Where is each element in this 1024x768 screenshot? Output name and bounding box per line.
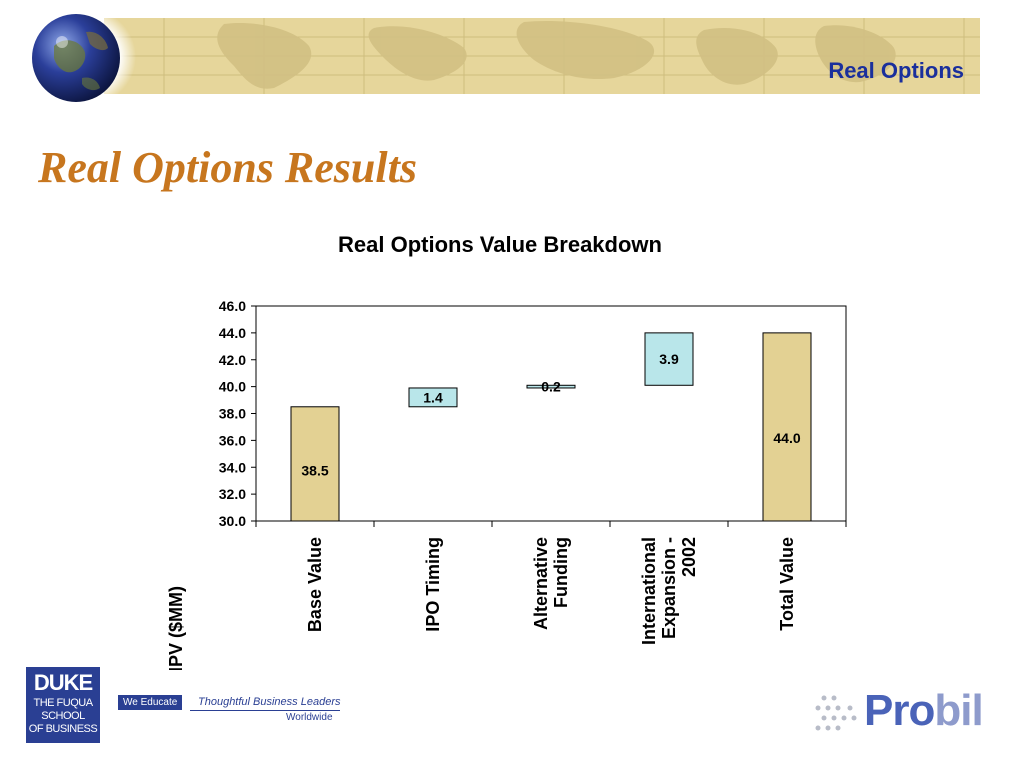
y-tick-label: 30.0 [219, 513, 246, 529]
probil-wordmark-part1: Pro [864, 686, 935, 735]
probil-wordmark: Probil [864, 686, 984, 736]
globe-logo [24, 6, 136, 108]
bar-value-label: 44.0 [773, 430, 800, 446]
probil-wordmark-part2: bil [934, 686, 983, 735]
chart-title: Real Options Value Breakdown [338, 232, 662, 257]
bar [762, 332, 812, 522]
x-category-label: IPO Timing [423, 537, 443, 632]
duke-logo-line-1: THE FUQUA [33, 697, 93, 709]
y-tick-label: 46.0 [219, 298, 246, 314]
y-tick-label: 36.0 [219, 432, 246, 448]
y-tick-label: 42.0 [219, 352, 246, 368]
plot-area-frame [255, 305, 847, 522]
x-category-label: Funding [551, 537, 571, 608]
y-tick-label: 38.0 [219, 406, 246, 422]
header-title: Real Options [828, 58, 964, 83]
bar-value-label: 1.4 [423, 389, 443, 405]
duke-fuqua-logo: DUKE THE FUQUA SCHOOL OF BUSINESS [26, 667, 100, 743]
slide-title: Real Options Results [38, 143, 417, 192]
x-category-label: 2002 [679, 537, 699, 577]
duke-logo-name: DUKE [33, 670, 93, 695]
tagline-logo: We Educate Thoughtful Business Leaders W… [118, 691, 348, 729]
y-axis-label: NPV ($MM) [166, 586, 186, 670]
bar [644, 332, 694, 386]
tagline-italic: Thoughtful Business Leaders [198, 696, 341, 708]
tagline-prefix: We Educate [118, 695, 183, 710]
bar-value-label: 0.2 [541, 378, 561, 394]
probil-logo: Probil [814, 686, 1004, 738]
bar [526, 384, 576, 389]
bar-value-label: 38.5 [301, 463, 328, 479]
y-tick-label: 44.0 [219, 325, 246, 341]
tagline-underline [190, 710, 340, 711]
duke-logo-line-3: OF BUSINESS [28, 723, 98, 735]
y-tick-label: 40.0 [219, 379, 246, 395]
y-tick-label: 32.0 [219, 486, 246, 502]
world-map-texture [104, 18, 980, 94]
bar [408, 387, 458, 408]
x-category-label: International [639, 537, 659, 645]
bar-value-label: 3.9 [659, 351, 679, 367]
duke-logo-line-2: SCHOOL [41, 710, 85, 722]
tagline-suffix: Worldwide [286, 712, 333, 723]
y-tick-label: 34.0 [219, 459, 246, 475]
x-category-label: Alternative [531, 537, 551, 630]
header-banner: Real Options [104, 18, 980, 94]
chart-svg: Real Options Value Breakdown NPV ($MM) 4… [166, 232, 847, 680]
x-category-label: Base Value [305, 537, 325, 632]
waterfall-chart: Real Options Value Breakdown NPV ($MM) 4… [150, 220, 870, 680]
x-category-label: Expansion - [659, 537, 679, 639]
bar [290, 406, 340, 522]
probil-dots-icon [815, 695, 857, 731]
x-category-label: Total Value [777, 537, 797, 631]
